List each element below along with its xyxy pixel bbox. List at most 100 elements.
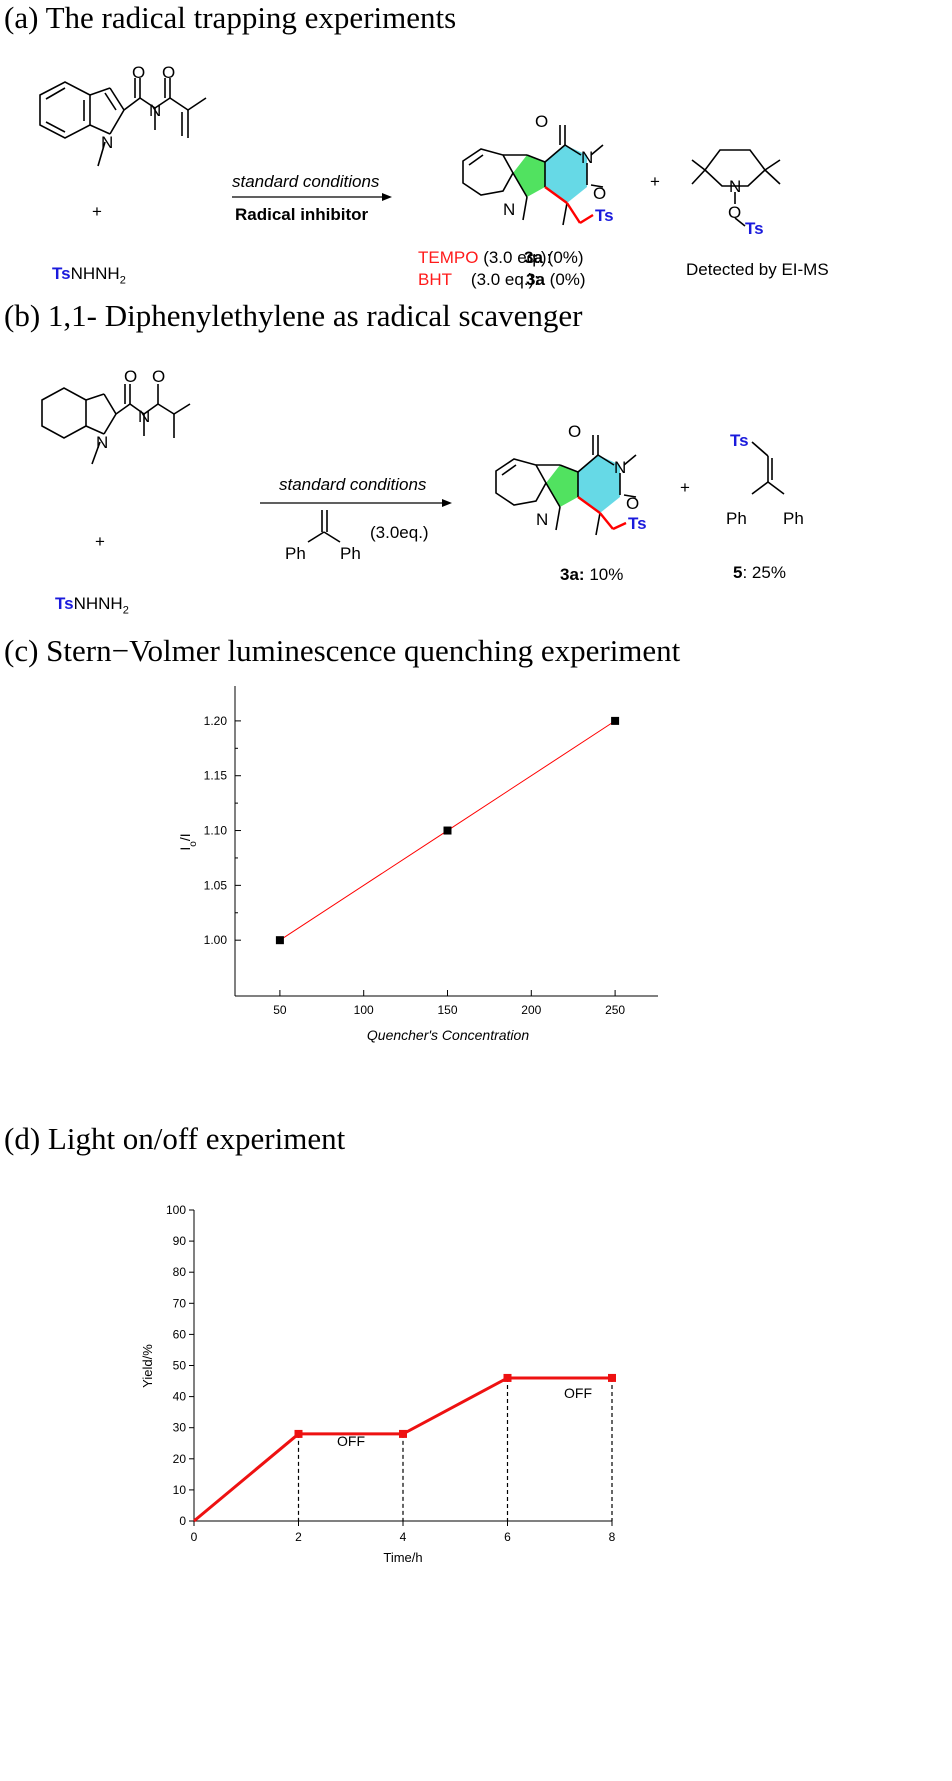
detected-by-label: Detected by EI-MS [686, 260, 829, 279]
y-tick-label: 40 [173, 1390, 187, 1404]
vinyl-sulfone-structure: Ts [730, 431, 785, 495]
nhnh-label: NHNH [70, 264, 120, 283]
ts-label: Ts [730, 431, 749, 450]
reagent-tsnhnh2-a: TsNHNH2 [52, 264, 126, 286]
phenyl-label: Ph [726, 509, 747, 528]
reaction-arrow-a [232, 193, 392, 201]
ts-label: Ts [628, 514, 647, 533]
y-tick-label: 1.05 [204, 878, 228, 892]
nitrogen-label: N [614, 458, 626, 477]
product-3a-structure-b: O N O N Ts [495, 422, 647, 536]
tempo-result: 3a (0%) [524, 248, 584, 268]
tempo-label: TEMPO [418, 248, 479, 267]
y-tick-label: 100 [166, 1203, 186, 1217]
x-tick-label: 8 [609, 1530, 616, 1544]
x-tick-label: 100 [354, 1003, 374, 1017]
yield-value: (0%) [549, 270, 586, 289]
x-tick-label: 250 [605, 1003, 625, 1017]
data-point [608, 1373, 616, 1382]
section-c-heading: (c) Stern−Volmer luminescence quenching … [4, 633, 681, 668]
data-point [399, 1429, 407, 1438]
off-annotation: OFF [337, 1433, 365, 1449]
product-3a-label: 3a [524, 248, 543, 267]
product-5-label: 5 [733, 563, 743, 582]
bht-row: BHT (3.0 eq.): [418, 270, 539, 290]
product-3a-label: 3a: [560, 565, 585, 584]
x-tick-label: 200 [521, 1003, 541, 1017]
x-tick-label: 0 [191, 1530, 198, 1544]
y-tick-label: 90 [173, 1234, 187, 1248]
tempo-ts-adduct-structure: N O Ts [691, 149, 781, 238]
y-tick-label: 1.15 [204, 769, 228, 783]
yield-value: 10% [589, 565, 624, 584]
arrow-condition-top-b: standard conditions [279, 475, 427, 494]
bht-eq: (3.0 eq.): [470, 270, 539, 289]
yield-value: : 25% [742, 563, 786, 582]
section-a-heading: (a) The radical trapping experiments [4, 0, 457, 35]
arrow-condition-bottom-a: Radical inhibitor [235, 205, 369, 224]
ts-label: Ts [52, 264, 71, 283]
y-tick-label: 10 [173, 1483, 187, 1497]
y-tick-label: 60 [173, 1327, 187, 1341]
phenyl-label: Ph [285, 544, 306, 563]
ts-label: Ts [595, 206, 614, 225]
y-axis-label: Yield/% [140, 1344, 155, 1388]
reactant-indole-amide-a: O O N N [39, 63, 207, 167]
x-tick-label: 2 [295, 1530, 302, 1544]
reagent-tsnhnh2-b: TsNHNH2 [55, 594, 129, 616]
data-point [443, 826, 452, 835]
y-tick-label: 80 [173, 1265, 187, 1279]
bht-result: 3a (0%) [526, 270, 586, 290]
y-tick-label: 0 [179, 1514, 186, 1528]
data-point [275, 936, 284, 945]
oxygen-label: O [728, 203, 741, 222]
data-point [294, 1429, 303, 1438]
product-3a-yield-b: 3a: 10% [560, 565, 623, 585]
oxygen-label: O [132, 63, 145, 82]
product-3a-label: 3a [526, 270, 545, 289]
plus-sign: + [92, 202, 102, 221]
ts-label: Ts [55, 594, 74, 613]
x-tick-label: 4 [400, 1530, 407, 1544]
nitrogen-label: N [138, 407, 150, 426]
x-axis-label: Quencher's Concentration [367, 1027, 529, 1043]
nitrogen-label: N [536, 510, 548, 529]
y-tick-label: 70 [173, 1296, 187, 1310]
arrow-condition-top-a: standard conditions [232, 172, 380, 191]
oxygen-label: O [162, 63, 175, 82]
y-tick-label: 1.00 [204, 933, 228, 947]
reaction-arrow-b [260, 499, 452, 507]
diphenylethylene-structure [307, 510, 341, 543]
additive-equivalents: (3.0eq.) [370, 523, 429, 542]
oxygen-label: O [626, 494, 639, 513]
product-3a-structure-a: O N O N Ts [462, 112, 614, 226]
subscript-2: 2 [119, 274, 126, 287]
y-tick-label: 1.10 [204, 824, 228, 838]
y-tick-label: 20 [173, 1452, 187, 1466]
yield-value: (0%) [547, 248, 584, 267]
product-5-yield: 5: 25% [733, 563, 786, 583]
x-tick-label: 150 [437, 1003, 457, 1017]
subscript-2: 2 [122, 604, 129, 617]
section-b-heading: (b) 1,1- Diphenylethylene as radical sca… [4, 298, 583, 333]
phenyl-label: Ph [340, 544, 361, 563]
x-tick-label: 50 [273, 1003, 287, 1017]
section-d-heading: (d) Light on/off experiment [4, 1121, 346, 1156]
stern-volmer-chart: 1.00 1.05 1.10 1.15 1.20 50 100 150 200 250 Quench… [177, 686, 658, 1043]
data-point [611, 716, 620, 725]
y-tick-label: 50 [173, 1359, 187, 1373]
reactant-indole-amide-b: O O N N [41, 367, 191, 465]
off-annotation: OFF [564, 1385, 592, 1401]
nitrogen-label: N [96, 433, 108, 452]
plus-sign: + [650, 172, 660, 191]
oxygen-label: O [535, 112, 548, 131]
nitrogen-label: N [101, 133, 113, 152]
oxygen-label: O [593, 184, 606, 203]
ts-label: Ts [745, 219, 764, 238]
data-point [503, 1373, 512, 1382]
plus-sign: + [680, 478, 690, 497]
nitrogen-label: N [581, 148, 593, 167]
tempo-eq: (3.0 eq.): [483, 248, 552, 267]
nitrogen-label: N [503, 200, 515, 219]
